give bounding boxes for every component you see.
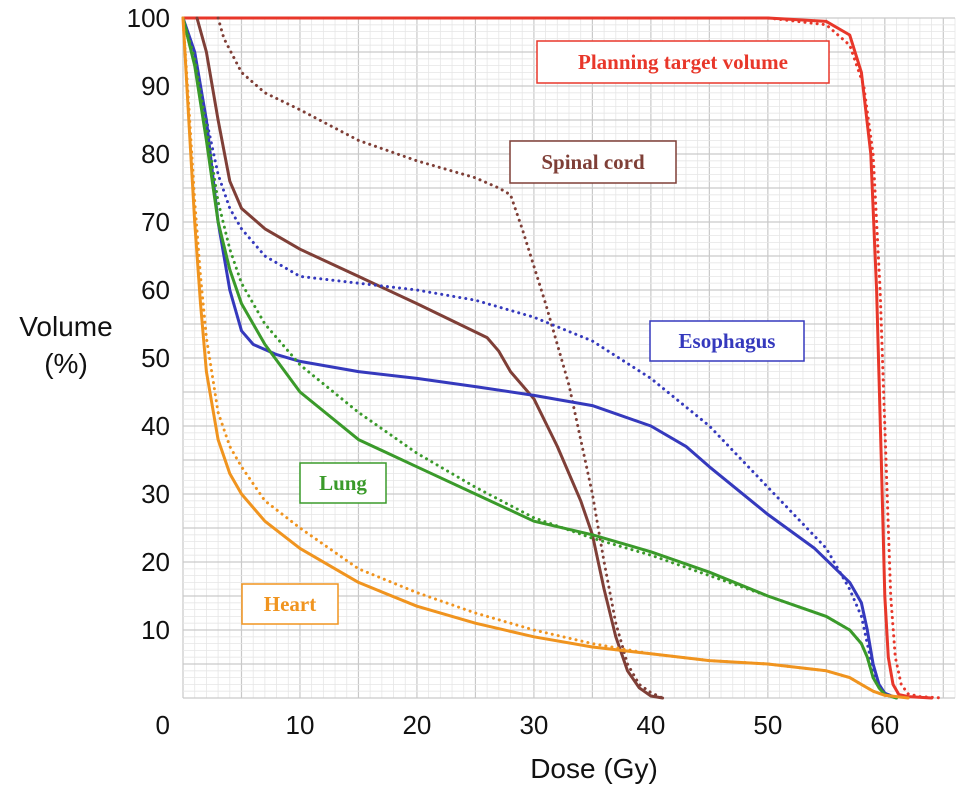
annotation-label: Planning target volume: [578, 50, 788, 74]
annotation-box: [299, 462, 387, 504]
y-tick-label: 50: [141, 343, 170, 373]
annotation-esophagus: Esophagus: [649, 320, 805, 362]
y-tick-label: 0: [156, 710, 170, 740]
annotation-label: Esophagus: [679, 329, 776, 353]
annotation-box: [649, 320, 805, 362]
annotation-label: Heart: [264, 592, 316, 616]
x-axis-title: Dose (Gy): [530, 753, 658, 784]
annotation-label: Spinal cord: [541, 150, 645, 174]
y-tick-labels: 0 10 20 30 40 50 60 70 80 90 100: [127, 3, 170, 740]
series-layer: [181, 16, 945, 700]
annotation-box: [509, 140, 677, 184]
y-tick-label: 20: [141, 547, 170, 577]
x-tick-labels: 10 20 30 40 50 60: [286, 710, 900, 740]
series-line-spinal-cord-solid: [195, 16, 665, 700]
annotation-spinal-cord: Spinal cord: [509, 140, 677, 184]
y-axis-title-line-2: (%): [44, 348, 88, 379]
series-line-esophagus-dotted: [181, 16, 898, 700]
annotation-label: Lung: [319, 471, 367, 495]
x-tick-label: 40: [636, 710, 665, 740]
y-tick-label: 10: [141, 615, 170, 645]
series-line-esophagus-solid: [181, 16, 898, 700]
y-tick-label: 40: [141, 411, 170, 441]
y-tick-label: 70: [141, 207, 170, 237]
x-tick-label: 30: [519, 710, 548, 740]
y-tick-label: 30: [141, 479, 170, 509]
y-axis-title-line-1: Volume: [19, 311, 112, 342]
series-line-spinal-cord-dotted: [216, 16, 665, 700]
annotation-lung: Lung: [299, 462, 387, 504]
x-tick-label: 50: [753, 710, 782, 740]
series-line-heart-dotted: [181, 16, 910, 700]
series-annotations: Planning target volume Spinal cord Esophag…: [241, 40, 830, 625]
series-line-planning-target-volume-solid: [181, 16, 934, 700]
y-tick-label: 60: [141, 275, 170, 305]
annotation-box: [241, 583, 339, 625]
annotation-heart: Heart: [241, 583, 339, 625]
series-line-lung-dotted: [181, 16, 898, 700]
annotation-planning-target-volume: Planning target volume: [536, 40, 830, 84]
annotation-box: [536, 40, 830, 84]
x-tick-label: 20: [402, 710, 431, 740]
y-tick-label: 90: [141, 71, 170, 101]
y-tick-label: 80: [141, 139, 170, 169]
x-tick-label: 60: [870, 710, 899, 740]
y-tick-label: 100: [127, 3, 170, 33]
x-tick-label: 10: [286, 710, 315, 740]
